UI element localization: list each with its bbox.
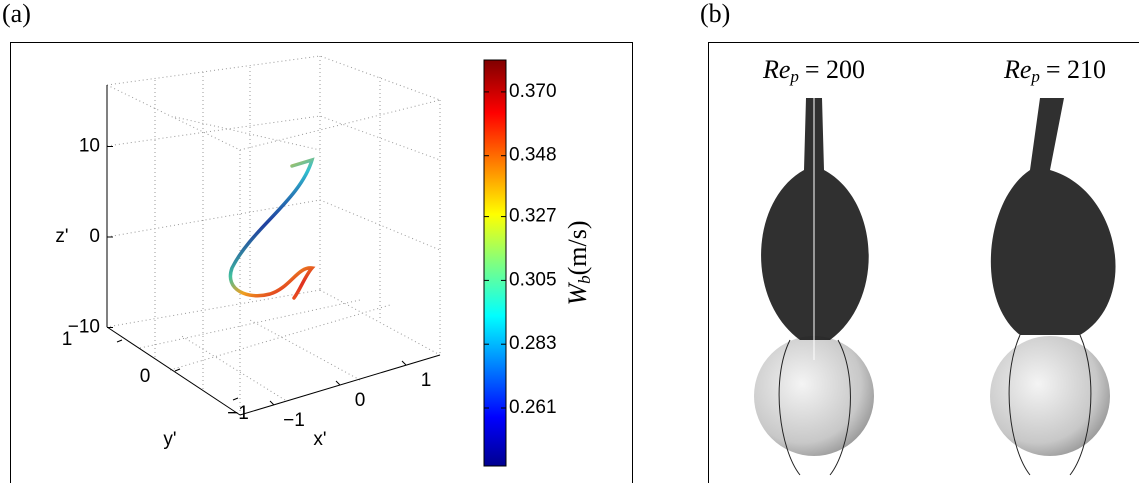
x-tick [402, 361, 406, 365]
colorbar-tick-label: 0.305 [509, 269, 557, 290]
x-tick [270, 401, 274, 405]
panel-label: (a) [2, 0, 31, 28]
trajectory [230, 160, 312, 298]
subscript: b [575, 275, 594, 284]
panel-label: (b) [700, 0, 730, 28]
x-tick [336, 381, 340, 385]
colorbar [484, 60, 506, 466]
x-tick-label: −1 [283, 410, 305, 431]
y-tick [233, 398, 238, 400]
y-tick-label: 1 [62, 329, 73, 350]
symbol: Re [762, 55, 790, 84]
case-label: Rep = 210 [1003, 55, 1106, 86]
colorbar-tick-label: 0.370 [509, 81, 557, 102]
equals: = 210 [1046, 55, 1106, 84]
z-tick-label: −10 [68, 317, 100, 338]
z-axis-label: z' [55, 226, 68, 247]
colorbar-tick-label: 0.261 [509, 397, 557, 418]
symbol: W [563, 282, 592, 306]
colorbar-tick-label: 0.348 [509, 145, 557, 166]
y-tick [175, 369, 180, 371]
y-tick-label: −1 [227, 403, 249, 424]
symbol: Re [1003, 55, 1031, 84]
colorbar-tick-label: 0.283 [509, 333, 557, 354]
box-grid [107, 56, 440, 415]
y-tick [117, 340, 122, 342]
flow-visualization [754, 98, 1116, 475]
subscript: p [1030, 67, 1040, 86]
y-tick-label: 0 [140, 366, 151, 387]
y-axis [107, 327, 240, 415]
z-tick-label: 0 [89, 226, 100, 247]
case-label: Rep = 200 [762, 55, 865, 86]
x-axis-label: x' [313, 429, 326, 450]
y-axis-label: y' [163, 429, 176, 450]
subscript: p [789, 67, 799, 86]
colorbar-label: Wb(m/s) [563, 220, 594, 305]
x-tick-label: 1 [421, 370, 432, 391]
unit: (m/s) [563, 220, 592, 275]
z-tick-label: 10 [79, 136, 100, 157]
colorbar-tick-label: 0.327 [509, 206, 557, 227]
equals: = 200 [805, 55, 865, 84]
x-tick-label: 0 [355, 390, 366, 411]
